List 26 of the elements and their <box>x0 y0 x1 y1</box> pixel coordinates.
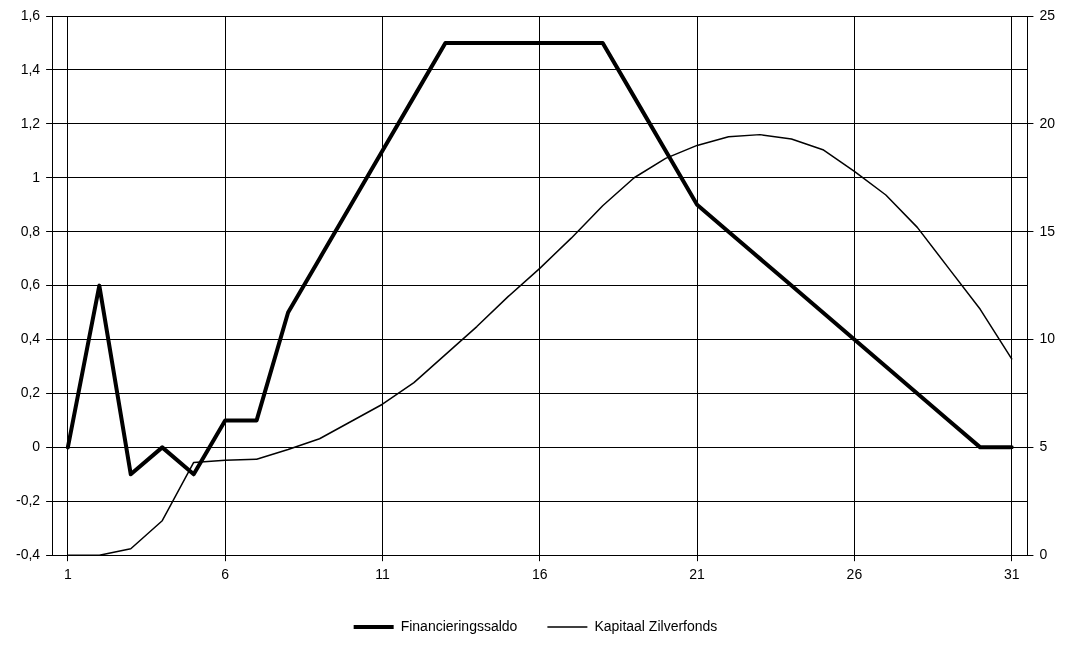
y-tick-label: 0,6 <box>20 276 41 293</box>
y2-tick-label: 15 <box>1039 222 1056 239</box>
y2-tick-label: 10 <box>1039 330 1056 347</box>
legend-label: Financieringssaldo <box>400 617 518 634</box>
y-tick-label: -0,2 <box>16 492 41 509</box>
y2-tick-label: 5 <box>1039 438 1048 455</box>
x-tick-label: 16 <box>531 566 548 583</box>
y2-tick-label: 20 <box>1039 114 1056 131</box>
x-tick-label: 31 <box>1003 566 1020 583</box>
x-tick-label: 1 <box>63 566 72 583</box>
y-tick-label: 0,2 <box>20 384 41 401</box>
y-tick-label: 1,2 <box>20 114 41 131</box>
y-tick-label: 0,8 <box>20 222 41 239</box>
y-tick-label: 1 <box>32 168 41 185</box>
y-tick-label: 0,4 <box>20 330 41 347</box>
y-tick-label: 1,6 <box>20 6 41 23</box>
legend-label: Kapitaal Zilverfonds <box>594 617 718 634</box>
y-tick-label: -0,4 <box>16 546 41 563</box>
y-tick-label: 1,4 <box>20 60 41 77</box>
x-tick-label: 11 <box>375 566 390 583</box>
y2-tick-label: 0 <box>1039 546 1048 563</box>
x-tick-label: 21 <box>689 566 706 583</box>
x-tick-label: 6 <box>221 566 230 583</box>
x-tick-label: 26 <box>846 566 863 583</box>
y-tick-label: 0 <box>32 438 41 455</box>
y2-tick-label: 25 <box>1039 6 1056 23</box>
